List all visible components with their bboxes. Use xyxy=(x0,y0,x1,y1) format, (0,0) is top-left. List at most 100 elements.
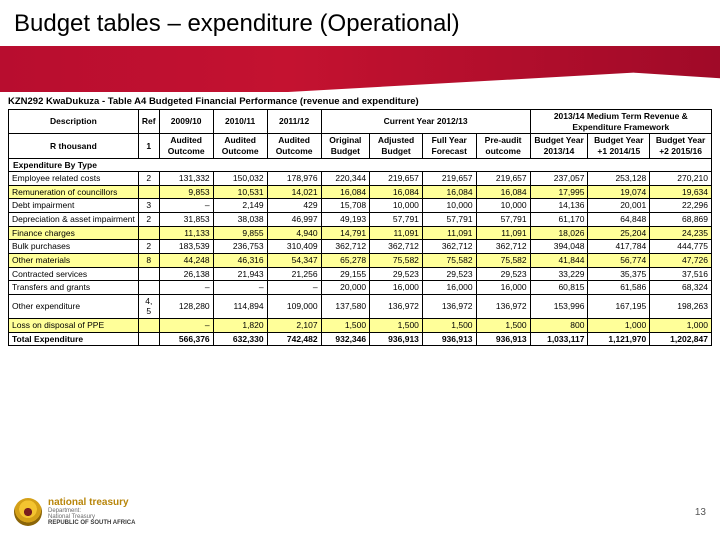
row-value: 57,791 xyxy=(422,213,476,227)
row-value: – xyxy=(159,319,213,333)
row-value: 68,324 xyxy=(650,281,712,295)
brand-text: national treasury xyxy=(48,498,135,508)
row-value: 219,657 xyxy=(476,172,530,186)
th-by2: Budget Year +1 2014/15 xyxy=(588,134,650,158)
row-value: 1,500 xyxy=(321,319,370,333)
row-value: 47,726 xyxy=(650,253,712,267)
row-desc: Transfers and grants xyxy=(9,281,139,295)
logo-text: national treasury Department: National T… xyxy=(48,498,135,526)
row-value: 2,149 xyxy=(213,199,267,213)
row-value: 253,128 xyxy=(588,172,650,186)
row-value: 44,248 xyxy=(159,253,213,267)
th-audited-1: Audited Outcome xyxy=(159,134,213,158)
row-value: 15,708 xyxy=(321,199,370,213)
total-value: 1,202,847 xyxy=(650,332,712,346)
row-value: 128,280 xyxy=(159,294,213,318)
row-desc: Bulk purchases xyxy=(9,240,139,254)
th-2009: 2009/10 xyxy=(159,110,213,134)
row-value: 362,712 xyxy=(422,240,476,254)
row-value: 33,229 xyxy=(530,267,588,281)
row-value: 61,170 xyxy=(530,213,588,227)
row-value: 20,000 xyxy=(321,281,370,295)
row-value: 61,586 xyxy=(588,281,650,295)
th-preaudit: Pre-audit outcome xyxy=(476,134,530,158)
row-value: 17,995 xyxy=(530,185,588,199)
row-value: 54,347 xyxy=(267,253,321,267)
row-value: 31,853 xyxy=(159,213,213,227)
row-value: 75,582 xyxy=(422,253,476,267)
page-number: 13 xyxy=(695,507,706,518)
row-value: 24,235 xyxy=(650,226,712,240)
row-value: 20,001 xyxy=(588,199,650,213)
row-value: 16,084 xyxy=(321,185,370,199)
row-value: 46,997 xyxy=(267,213,321,227)
row-value: 29,155 xyxy=(321,267,370,281)
row-value: 10,000 xyxy=(476,199,530,213)
row-value: 10,531 xyxy=(213,185,267,199)
row-value: 22,296 xyxy=(650,199,712,213)
th-current-year: Current Year 2012/13 xyxy=(321,110,530,134)
row-value: 19,074 xyxy=(588,185,650,199)
row-ref: 8 xyxy=(138,253,159,267)
row-value: 9,853 xyxy=(159,185,213,199)
row-value: – xyxy=(213,281,267,295)
row-value: 38,038 xyxy=(213,213,267,227)
row-value: 57,791 xyxy=(370,213,423,227)
table-row: Remuneration of councillors9,85310,53114… xyxy=(9,185,712,199)
row-value: 75,582 xyxy=(370,253,423,267)
table-row: Other materials844,24846,31654,34765,278… xyxy=(9,253,712,267)
total-desc: Total Expenditure xyxy=(9,332,139,346)
total-value: 936,913 xyxy=(422,332,476,346)
th-refval: 1 xyxy=(138,134,159,158)
row-value: 429 xyxy=(267,199,321,213)
section-head-cell: Expenditure By Type xyxy=(9,158,712,172)
row-desc: Other expenditure xyxy=(9,294,139,318)
row-value: 26,138 xyxy=(159,267,213,281)
row-value: 41,844 xyxy=(530,253,588,267)
th-rthousand: R thousand xyxy=(9,134,139,158)
row-ref: 3 xyxy=(138,199,159,213)
republic: REPUBLIC OF SOUTH AFRICA xyxy=(48,520,135,526)
row-value: 153,996 xyxy=(530,294,588,318)
row-value: 60,815 xyxy=(530,281,588,295)
table-row: Depreciation & asset impairment231,85338… xyxy=(9,213,712,227)
row-value: 4,940 xyxy=(267,226,321,240)
row-value: 1,000 xyxy=(588,319,650,333)
row-desc: Finance charges xyxy=(9,226,139,240)
row-value: 219,657 xyxy=(422,172,476,186)
th-audited-3: Audited Outcome xyxy=(267,134,321,158)
row-value: 417,784 xyxy=(588,240,650,254)
row-ref: 2 xyxy=(138,172,159,186)
row-value: 136,972 xyxy=(476,294,530,318)
row-value: 56,774 xyxy=(588,253,650,267)
row-value: 1,820 xyxy=(213,319,267,333)
row-value: 114,894 xyxy=(213,294,267,318)
th-by3: Budget Year +2 2015/16 xyxy=(650,134,712,158)
th-mtref: 2013/14 Medium Term Revenue & Expenditur… xyxy=(530,110,711,134)
section-head-row: Expenditure By Type xyxy=(9,158,712,172)
th-2010: 2010/11 xyxy=(213,110,267,134)
row-value: 11,091 xyxy=(422,226,476,240)
row-value: 270,210 xyxy=(650,172,712,186)
row-value: 65,278 xyxy=(321,253,370,267)
row-ref xyxy=(138,226,159,240)
row-value: 49,193 xyxy=(321,213,370,227)
row-value: 16,084 xyxy=(422,185,476,199)
row-value: 9,855 xyxy=(213,226,267,240)
row-ref: 4, 5 xyxy=(138,294,159,318)
th-full-year: Full Year Forecast xyxy=(422,134,476,158)
row-desc: Contracted services xyxy=(9,267,139,281)
row-value: 16,084 xyxy=(476,185,530,199)
row-value: 11,091 xyxy=(370,226,423,240)
row-value: 220,344 xyxy=(321,172,370,186)
row-value: 64,848 xyxy=(588,213,650,227)
row-value: 1,500 xyxy=(422,319,476,333)
th-2011: 2011/12 xyxy=(267,110,321,134)
total-value: 936,913 xyxy=(476,332,530,346)
row-value: 198,263 xyxy=(650,294,712,318)
row-value: 136,972 xyxy=(422,294,476,318)
row-value: 25,204 xyxy=(588,226,650,240)
row-value: 131,332 xyxy=(159,172,213,186)
budget-table-wrap: KZN292 KwaDukuza - Table A4 Budgeted Fin… xyxy=(0,92,720,346)
row-value: 2,107 xyxy=(267,319,321,333)
